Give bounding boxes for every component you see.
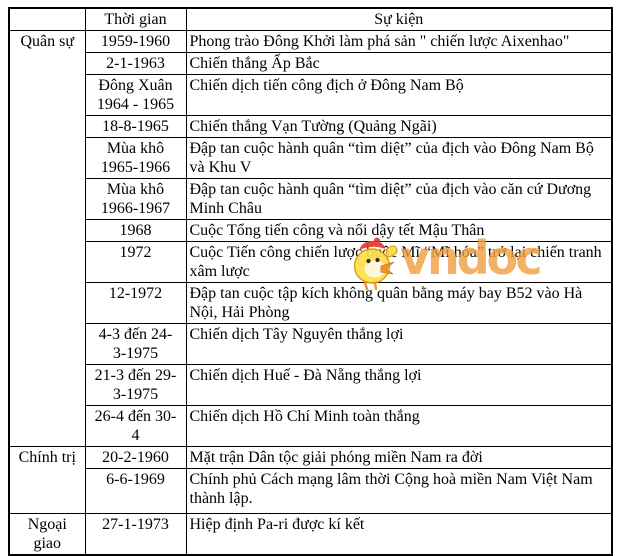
table-row: 1972 Cuộc Tiến công chiến lược buộc Mĩ “… <box>9 241 613 283</box>
table-row: 4-3 đến 24- 3-1975 Chiến dịch Tây Nguyên… <box>9 323 613 365</box>
event-cell: Cuộc Tổng tiến công và nổi dậy tết Mậu T… <box>185 219 613 242</box>
column-header-time: Thời gian <box>84 7 187 31</box>
event-cell: Hiệp định Pa-ri được kí kết <box>185 513 613 556</box>
event-cell: Mặt trận Dân tộc giải phóng miền Nam ra … <box>185 446 613 469</box>
time-cell: 27-1-1973 <box>84 513 187 556</box>
event-cell: Chiến dịch Huế - Đà Nẵng thắng lợi <box>185 364 613 406</box>
column-header-category <box>8 7 86 31</box>
table-row: 6-6-1969 Chính phủ Cách mạng lâm thời Cộ… <box>9 468 613 514</box>
table-row: 26-4 đến 30- 4 Chiến dịch Hồ Chí Minh to… <box>9 405 613 447</box>
table-row: Ngoại giao 27-1-1973 Hiệp định Pa-ri đượ… <box>8 513 613 556</box>
table-row: Mùa khô 1965-1966 Đập tan cuộc hành quân… <box>9 137 613 179</box>
category-cell-chinh-tri: Chính trị <box>8 446 86 514</box>
event-cell: Phong trào Đông Khởi làm phá sản " chiến… <box>185 30 613 53</box>
event-cell: Chính phủ Cách mạng lâm thời Cộng hoà mi… <box>185 468 613 514</box>
time-cell: 18-8-1965 <box>84 115 187 138</box>
event-cell: Chiến dịch tiến công địch ở Đông Nam Bộ <box>185 74 613 116</box>
event-cell: Chiến thắng Vạn Tường (Quảng Ngãi) <box>185 115 613 138</box>
table-row: Chính trị 20-2-1960 Mặt trận Dân tộc giả… <box>8 446 613 514</box>
time-cell: 20-2-1960 <box>84 446 187 469</box>
time-cell: Mùa khô 1965-1966 <box>84 137 187 179</box>
event-cell: Chiến dịch Hồ Chí Minh toàn thắng <box>185 405 613 447</box>
event-cell: Đập tan cuộc tập kích không quân bằng má… <box>185 282 613 324</box>
time-cell: 2-1-1963 <box>84 52 187 75</box>
column-header-event: Sự kiện <box>185 7 613 31</box>
table-row: Quân sự 1959-1960 Phong trào Đông Khởi l… <box>8 30 613 447</box>
event-cell: Đập tan cuộc hành quân “tìm diệt” của đị… <box>185 178 613 220</box>
time-cell: 1972 <box>84 241 187 283</box>
table-row: 21-3 đến 29- 3-1975 Chiến dịch Huế - Đà … <box>9 364 613 406</box>
category-cell-quan-su: Quân sự <box>8 30 86 447</box>
time-cell: 1959-1960 <box>84 30 187 53</box>
time-cell: Mùa khô 1966-1967 <box>84 178 187 220</box>
time-cell: Đông Xuân 1964 - 1965 <box>84 74 187 116</box>
table-row: 18-8-1965 Chiến thắng Vạn Tường (Quảng N… <box>9 115 613 138</box>
table-row: 12-1972 Đập tan cuộc tập kích không quân… <box>9 282 613 324</box>
event-cell: Cuộc Tiến công chiến lược buộc Mĩ “Mĩ hó… <box>185 241 613 283</box>
header-row: Thời gian Sự kiện <box>8 7 613 31</box>
table-row: 1968 Cuộc Tổng tiến công và nổi dậy tết … <box>9 219 613 242</box>
table-row: Đông Xuân 1964 - 1965 Chiến dịch tiến cô… <box>9 74 613 116</box>
time-cell: 21-3 đến 29- 3-1975 <box>84 364 187 406</box>
time-cell: 4-3 đến 24- 3-1975 <box>84 323 187 365</box>
time-cell: 12-1972 <box>84 282 187 324</box>
time-cell: 6-6-1969 <box>84 468 187 514</box>
time-cell: 26-4 đến 30- 4 <box>84 405 187 447</box>
time-cell: 1968 <box>84 219 187 242</box>
table-row: Mùa khô 1966-1967 Đập tan cuộc hành quân… <box>9 178 613 220</box>
event-cell: Chiến thắng Ấp Bắc <box>185 52 613 75</box>
event-cell: Chiến dịch Tây Nguyên thắng lợi <box>185 323 613 365</box>
history-events-table: Thời gian Sự kiện Quân sự 1959-1960 Phon… <box>8 7 613 556</box>
table-row: 2-1-1963 Chiến thắng Ấp Bắc <box>9 52 613 75</box>
event-cell: Đập tan cuộc hành quân “tìm diệt” của đị… <box>185 137 613 179</box>
category-cell-ngoai-giao: Ngoại giao <box>8 513 86 556</box>
